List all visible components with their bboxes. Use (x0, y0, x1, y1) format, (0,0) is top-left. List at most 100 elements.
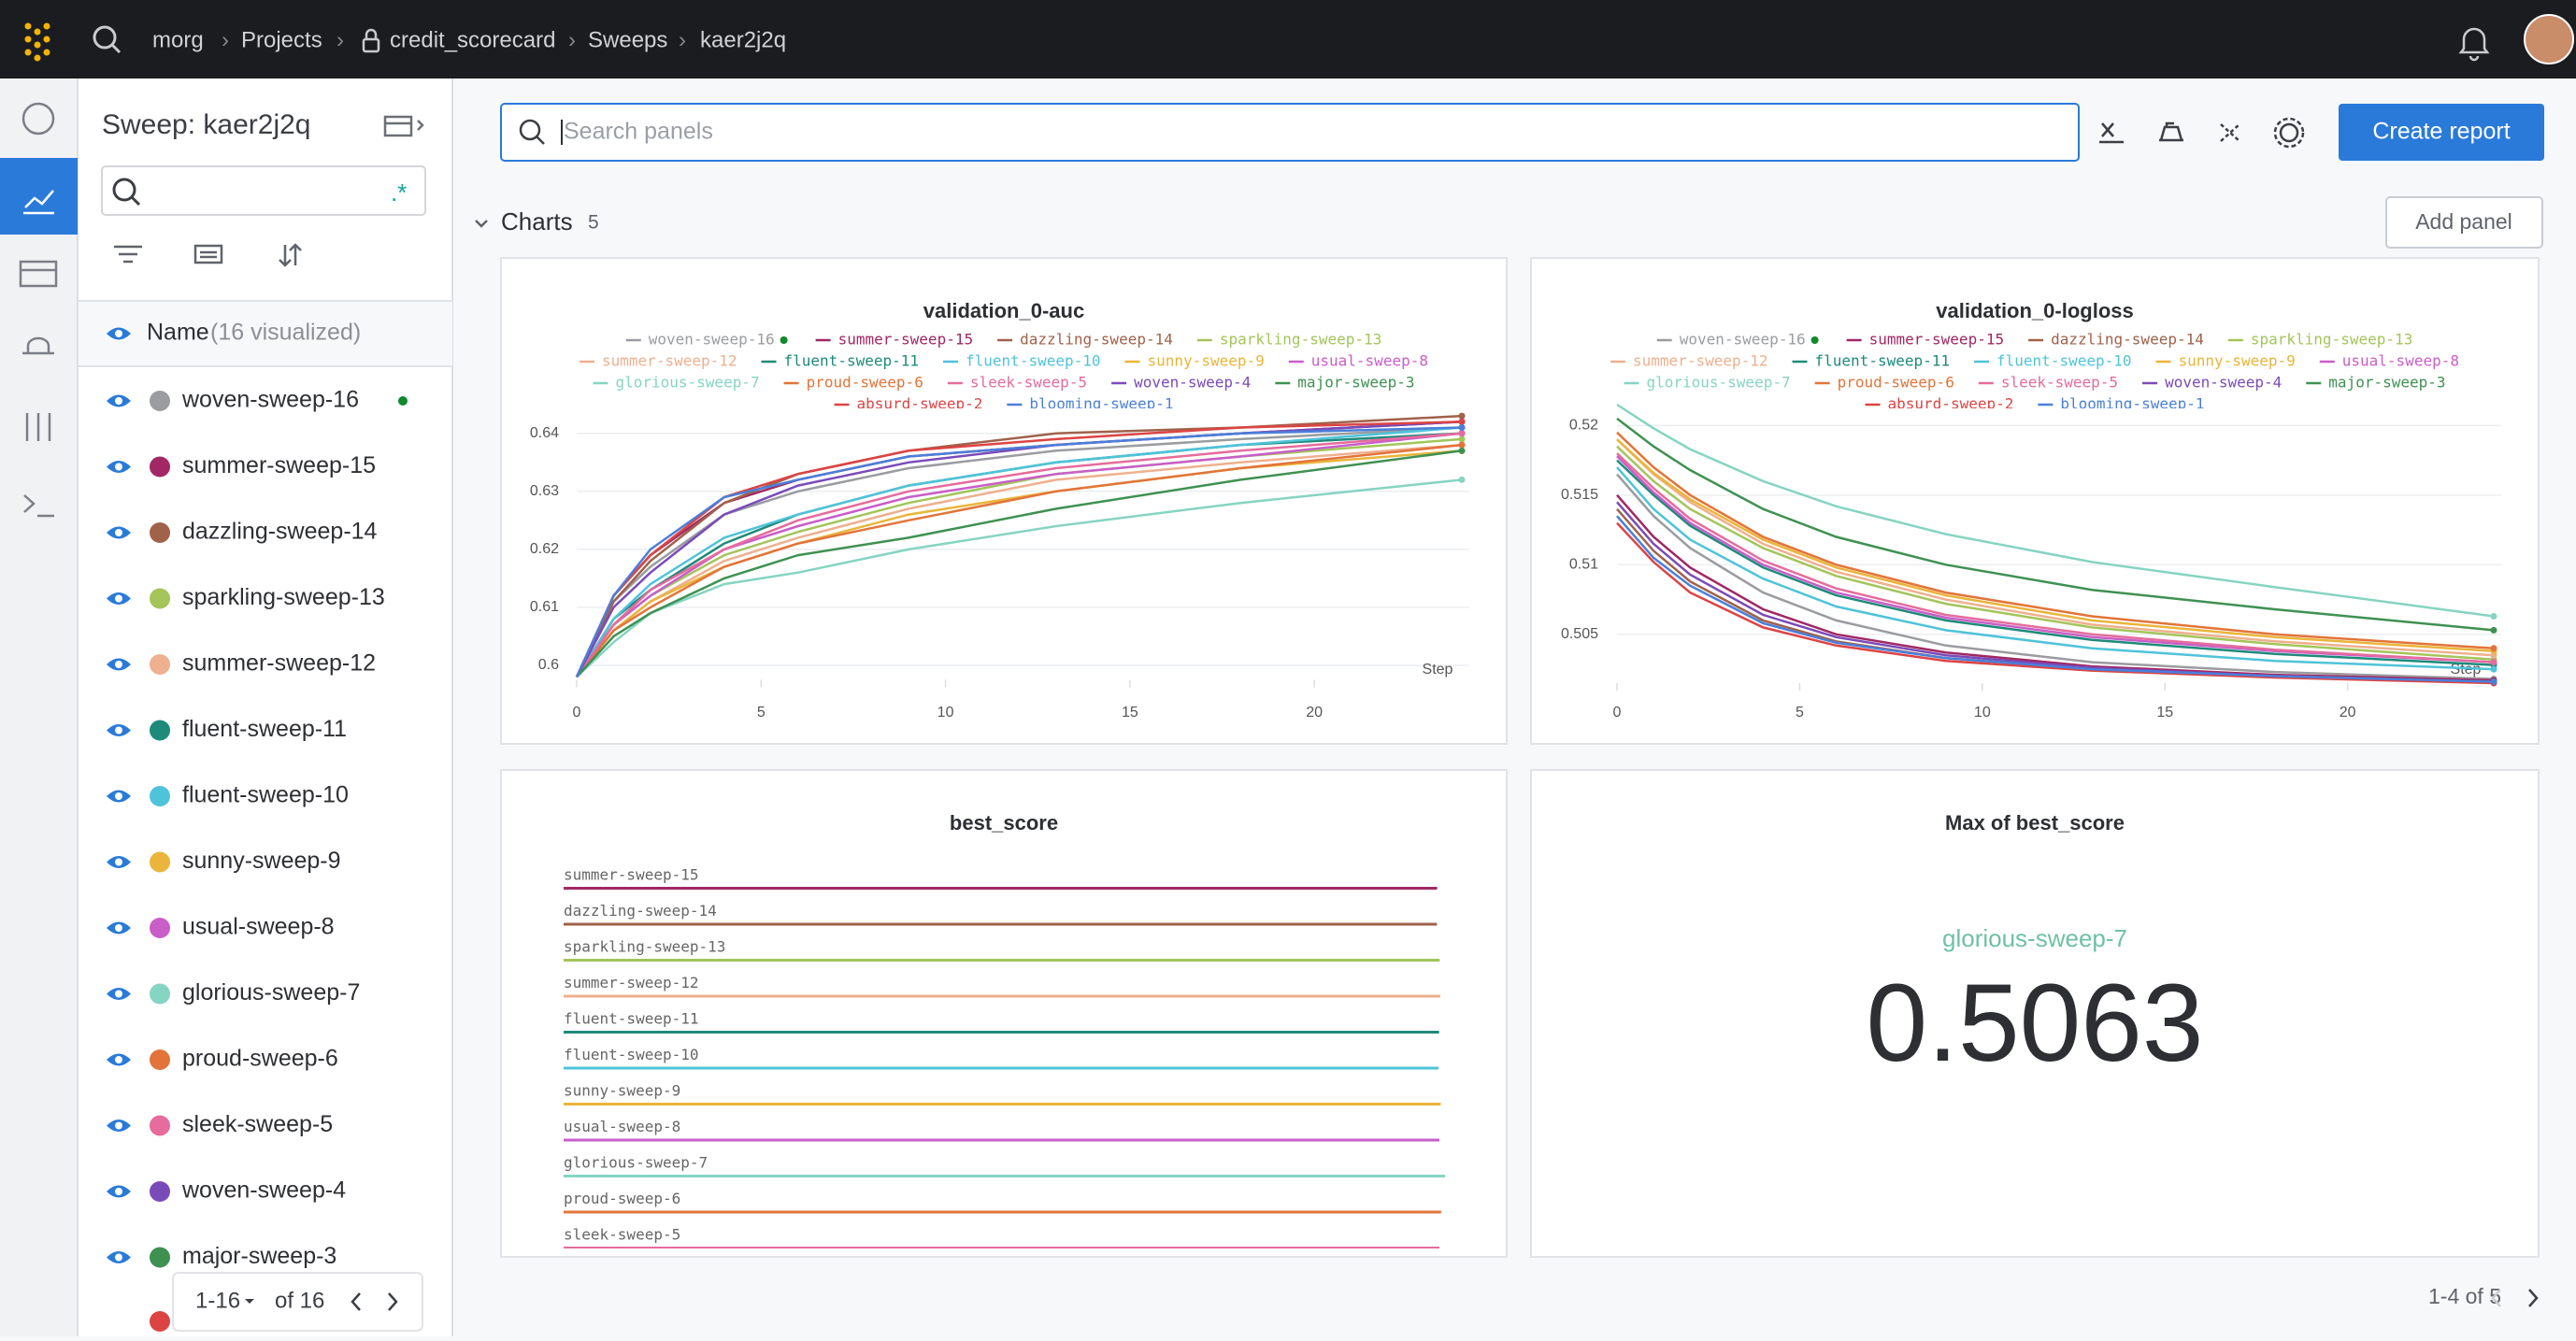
run-row[interactable]: usual-sweep-8 (107, 914, 335, 940)
legend-item[interactable]: sunny-sweep-9 (2155, 352, 2296, 370)
run-row[interactable]: glorious-sweep-7 (107, 979, 360, 1006)
legend-item[interactable]: fluent-sweep-11 (1792, 352, 1951, 370)
legend-item[interactable]: usual-sweep-8 (2319, 352, 2459, 370)
next-page[interactable] (2528, 1289, 2539, 1307)
run-name[interactable]: glorious-sweep-7 (182, 979, 360, 1006)
add-panel-button[interactable] (2385, 196, 2543, 249)
legend-item[interactable]: dazzling-sweep-14 (997, 331, 1173, 349)
table-toggle[interactable] (383, 115, 424, 137)
prev-page[interactable] (2491, 1289, 2501, 1307)
run-row[interactable]: sunny-sweep-9 (107, 848, 341, 874)
filter-icon[interactable] (114, 245, 142, 264)
legend-item[interactable]: fluent-sweep-10 (1974, 352, 2132, 370)
run-row[interactable]: major-sweep-3 (107, 1243, 336, 1269)
page-arrows[interactable] (351, 1292, 398, 1311)
breadcrumb[interactable]: kaer2j2q (700, 27, 786, 52)
params-icon[interactable] (25, 413, 51, 441)
x-axis-icon[interactable] (2099, 122, 2124, 144)
run-color (150, 456, 170, 478)
page-size[interactable]: 1-16 (195, 1288, 240, 1313)
avatar[interactable] (2524, 14, 2574, 64)
breadcrumb[interactable]: credit_scorecard (390, 27, 555, 52)
run-name[interactable]: summer-sweep-15 (182, 452, 376, 478)
run-name[interactable]: woven-sweep-4 (181, 1177, 346, 1204)
legend-item[interactable]: absurd-sweep-2 (834, 395, 983, 413)
run-row[interactable]: fluent-sweep-10 (107, 782, 349, 808)
legend-item[interactable]: woven-sweep-4 (2142, 374, 2282, 392)
run-name[interactable]: sunny-sweep-9 (182, 848, 341, 874)
run-search[interactable] (101, 165, 426, 216)
legend-item[interactable]: dazzling-sweep-14 (2028, 331, 2204, 349)
breadcrumb[interactable]: Sweeps (588, 27, 667, 52)
sweep-icon[interactable] (22, 336, 54, 355)
run-name[interactable]: proud-sweep-6 (182, 1046, 338, 1072)
run-name[interactable]: woven-sweep-16 (181, 387, 359, 413)
run-name[interactable]: dazzling-sweep-14 (182, 519, 378, 545)
legend-item[interactable]: blooming-sweep-1 (1007, 395, 1173, 413)
collapse-icon[interactable] (475, 220, 488, 228)
legend-item[interactable]: sparkling-sweep-13 (1196, 331, 1381, 349)
run-name[interactable]: major-sweep-3 (182, 1243, 336, 1269)
run-row[interactable]: summer-sweep-15 (107, 452, 376, 478)
run-name[interactable]: fluent-sweep-10 (182, 782, 349, 808)
run-name[interactable]: fluent-sweep-11 (182, 716, 347, 742)
panel-search[interactable] (500, 103, 2080, 162)
run-row[interactable]: woven-sweep-16 (107, 387, 408, 413)
legend-item[interactable]: summer-sweep-12 (1610, 352, 1768, 370)
legend-item[interactable]: woven-sweep-16 (625, 331, 788, 349)
legend-item[interactable]: fluent-sweep-11 (761, 352, 920, 370)
group-icon[interactable] (193, 244, 223, 264)
run-row[interactable]: dazzling-sweep-14 (107, 519, 378, 545)
run-row[interactable]: sparkling-sweep-13 (107, 584, 385, 610)
run-row[interactable]: proud-sweep-6 (107, 1046, 338, 1072)
legend-item[interactable]: blooming-sweep-1 (2038, 395, 2204, 413)
table-icon[interactable] (19, 260, 58, 288)
sort-icon[interactable] (279, 243, 302, 267)
legend-item[interactable]: usual-sweep-8 (1288, 352, 1428, 370)
column-header[interactable]: Name (147, 320, 209, 346)
legend-item[interactable]: summer-sweep-15 (815, 331, 974, 349)
run-row[interactable]: summer-sweep-12 (107, 650, 376, 677)
legend-item[interactable]: sunny-sweep-9 (1124, 352, 1265, 370)
terminal-icon[interactable] (23, 494, 54, 518)
legend-item[interactable]: glorious-sweep-7 (593, 374, 760, 392)
legend-item[interactable]: summer-sweep-15 (1846, 331, 2005, 349)
run-name[interactable]: sparkling-sweep-13 (182, 584, 385, 610)
legend-item[interactable]: proud-sweep-6 (783, 374, 923, 392)
search-icon[interactable] (93, 25, 122, 54)
active-tab[interactable] (0, 158, 78, 235)
outlier-icon[interactable] (2220, 123, 2240, 142)
run-name[interactable]: summer-sweep-12 (182, 650, 376, 677)
bars: summer-sweep-15 dazzling-sweep-14 sparklin… (564, 866, 1446, 1248)
legend-item[interactable]: absurd-sweep-2 (1865, 395, 2014, 413)
run-row[interactable]: sleek-sweep-5 (107, 1111, 333, 1137)
breadcrumb[interactable]: morg (152, 27, 204, 52)
breadcrumb[interactable]: Projects (241, 27, 322, 52)
run-name[interactable]: usual-sweep-8 (182, 914, 335, 940)
eye-icon[interactable] (107, 327, 131, 340)
legend-item[interactable]: sparkling-sweep-13 (2227, 331, 2412, 349)
legend-item[interactable]: sleek-sweep-5 (947, 374, 1087, 392)
run-name[interactable]: sleek-sweep-5 (182, 1111, 333, 1137)
legend-item[interactable]: woven-sweep-16 (1656, 331, 1819, 349)
run-color[interactable] (150, 1311, 170, 1332)
legend-item[interactable]: sleek-sweep-5 (1978, 374, 2118, 392)
bell-icon[interactable] (2458, 27, 2490, 62)
charts-icon[interactable] (24, 190, 54, 208)
legend-item[interactable]: major-sweep-3 (2306, 374, 2446, 392)
settings-icon[interactable] (2279, 122, 2299, 143)
section-title[interactable]: Charts (501, 207, 573, 235)
legend-item[interactable]: glorious-sweep-7 (1624, 374, 1791, 392)
legend-item[interactable]: major-sweep-3 (1275, 374, 1415, 392)
create-report-button[interactable] (2339, 104, 2544, 161)
run-row[interactable]: fluent-sweep-11 (107, 716, 347, 742)
run-row[interactable]: woven-sweep-4 (107, 1177, 346, 1204)
regex-toggle[interactable]: .* (391, 178, 407, 207)
logo[interactable] (24, 22, 50, 62)
smoothing-icon[interactable] (2159, 121, 2183, 142)
legend-item[interactable]: fluent-sweep-10 (943, 352, 1101, 370)
info-icon[interactable] (21, 102, 55, 136)
legend-item[interactable]: woven-sweep-4 (1111, 374, 1251, 392)
legend-item[interactable]: proud-sweep-6 (1814, 374, 1954, 392)
legend-item[interactable]: summer-sweep-12 (580, 352, 737, 370)
